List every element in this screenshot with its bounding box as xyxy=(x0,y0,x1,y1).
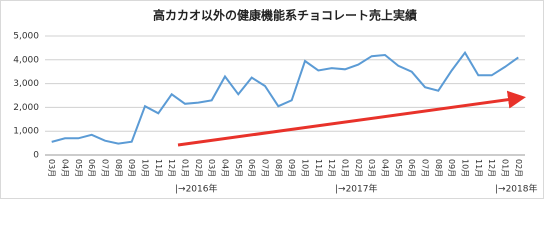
x-tick-label: 11月 xyxy=(314,159,323,177)
x-tick-label: 03月 xyxy=(47,159,56,177)
x-tick-label: 03月 xyxy=(367,159,376,177)
grid xyxy=(45,35,525,156)
x-tick-label: 01月 xyxy=(501,159,510,177)
y-tick-label: 5,000 xyxy=(13,32,39,42)
x-tick-label: 07月 xyxy=(101,159,110,177)
x-tick-label: 10月 xyxy=(301,159,310,177)
x-tick-label: 06月 xyxy=(407,159,416,177)
x-tick-label: 08月 xyxy=(114,159,123,177)
x-tick-label: 01月 xyxy=(181,159,190,177)
y-tick-label: 4,000 xyxy=(13,55,39,65)
x-tick-label: 05月 xyxy=(234,159,243,177)
x-tick-label: 08月 xyxy=(274,159,283,177)
x-tick-label: 04月 xyxy=(61,159,70,177)
x-tick-label: 09月 xyxy=(447,159,456,177)
x-tick-label: 01月 xyxy=(341,159,350,177)
y-tick-label: 0 xyxy=(33,151,39,161)
x-tick-label: 08月 xyxy=(434,159,443,177)
y-tick-label: 2,000 xyxy=(13,103,39,113)
x-tick-label: 07月 xyxy=(421,159,430,177)
x-tick-label: 10月 xyxy=(461,159,470,177)
plot xyxy=(51,50,519,145)
x-tick-label: 02月 xyxy=(514,159,523,177)
trend-arrow xyxy=(177,90,526,147)
x-tick-label: 04月 xyxy=(381,159,390,177)
y-tick-label: 1,000 xyxy=(13,127,39,137)
year-annotation: |→2016年 xyxy=(175,183,217,195)
chart-title: 高カカオ以外の健康機能系チョコレート売上実績 xyxy=(153,8,417,23)
x-tick-label: 06月 xyxy=(247,159,256,177)
x-tick-label: 12月 xyxy=(167,159,176,177)
x-tick-label: 03月 xyxy=(207,159,216,177)
x-tick-label: 12月 xyxy=(327,159,336,177)
x-tick-label: 02月 xyxy=(354,159,363,177)
x-tick-label: 09月 xyxy=(287,159,296,177)
year-annotation: |→2018年 xyxy=(495,183,537,195)
year-annotation: |→2017年 xyxy=(335,183,377,195)
chart-frame xyxy=(0,0,544,199)
x-tick-label: 06月 xyxy=(87,159,96,177)
x-tick-label: 07月 xyxy=(261,159,270,177)
x-tick-label: 02月 xyxy=(194,159,203,177)
x-tick-label: 09月 xyxy=(127,159,136,177)
x-tick-label: 04月 xyxy=(221,159,230,177)
y-tick-label: 3,000 xyxy=(13,79,39,89)
x-tick-label: 11月 xyxy=(154,159,163,177)
x-tick-label: 11月 xyxy=(474,159,483,177)
x-tick-label: 05月 xyxy=(74,159,83,177)
x-tick-label: 12月 xyxy=(487,159,496,177)
series-line xyxy=(51,50,519,145)
x-tick-label: 05月 xyxy=(394,159,403,177)
x-tick-label: 10月 xyxy=(141,159,150,177)
chart: 高カカオ以外の健康機能系チョコレート売上実績 0 1,000 2,000 3,000 4… xyxy=(0,0,544,199)
